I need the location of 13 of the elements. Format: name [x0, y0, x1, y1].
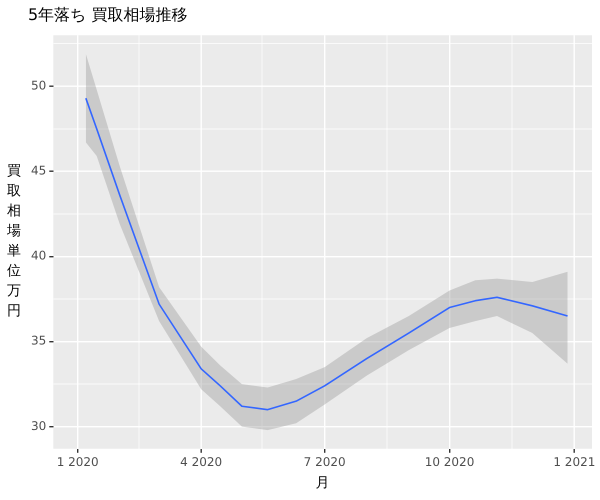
- x-tick-label: 1 2020: [56, 455, 99, 470]
- x-axis-title: 月: [316, 475, 330, 492]
- x-tick-label: 4 2020: [180, 455, 222, 470]
- x-tick-label: 1 2021: [553, 455, 596, 470]
- y-tick-label: 50: [30, 78, 46, 92]
- y-tick-label: 45: [30, 163, 46, 178]
- chart-title: 5年落ち 買取相場推移: [28, 4, 188, 24]
- y-tick-label: 35: [30, 334, 46, 348]
- y-axis-title: 買取相場単位万円: [6, 163, 22, 321]
- y-tick-label: 40: [30, 248, 46, 263]
- x-tick-label: 7 2020: [304, 455, 346, 470]
- y-tick-label: 30: [30, 418, 46, 433]
- x-tick-label: 10 2020: [424, 455, 474, 470]
